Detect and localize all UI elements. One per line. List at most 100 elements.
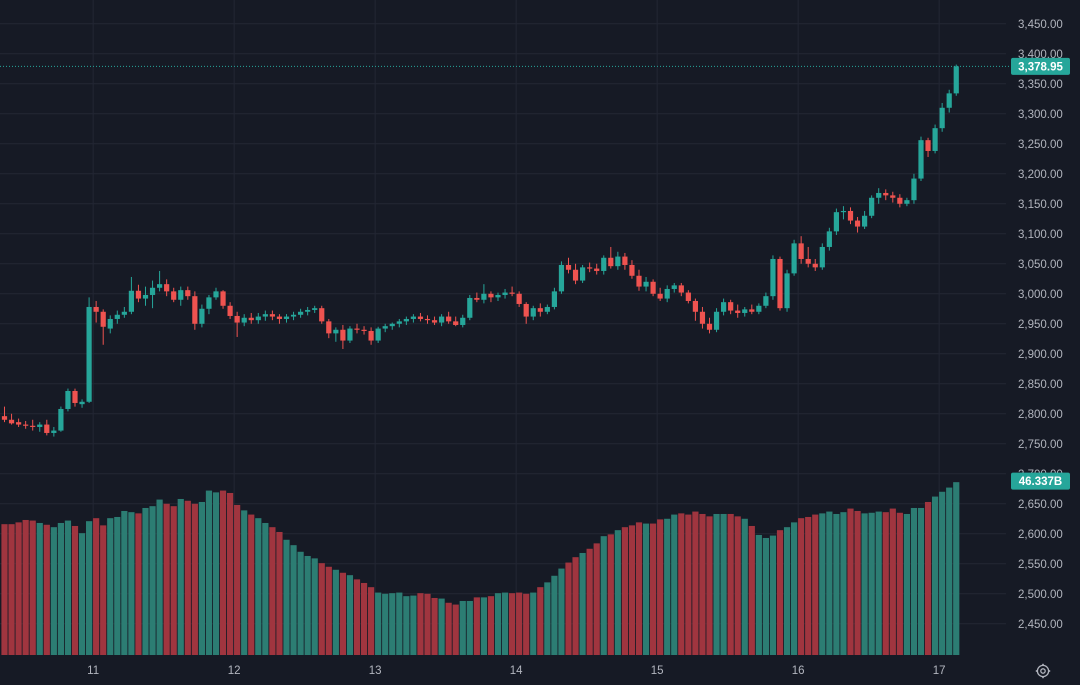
candle-body — [255, 316, 261, 321]
volume-bar — [184, 500, 191, 655]
candle — [206, 294, 212, 315]
candle-body — [904, 200, 910, 204]
volume-bar — [424, 593, 431, 655]
candle-body — [657, 293, 663, 299]
candle-body — [671, 285, 677, 289]
volume-histogram — [1, 482, 960, 655]
volume-bar — [544, 582, 551, 655]
candle-body — [16, 422, 22, 425]
candle-body — [312, 308, 318, 310]
volume-bar — [64, 520, 72, 655]
candle-body — [819, 246, 825, 268]
candle — [396, 318, 402, 328]
candle-body — [319, 308, 325, 322]
last-price-badge-text: 3,378.95 — [1018, 61, 1063, 73]
candle — [699, 306, 706, 329]
candle — [474, 292, 480, 303]
candle-body — [883, 192, 889, 196]
candle — [30, 419, 36, 431]
time-tick-label: 15 — [651, 665, 664, 677]
candle — [305, 306, 311, 316]
volume-bar — [480, 597, 487, 655]
chart-settings-button[interactable] — [1032, 660, 1054, 682]
candle — [770, 255, 776, 300]
price-axis[interactable]: 2,450.00 2,500.00 2,550.00 2,600.00 2,650.00… — [1018, 19, 1063, 631]
candle — [227, 302, 233, 319]
volume-bar — [368, 587, 375, 655]
candle — [897, 194, 903, 208]
candle-body — [107, 318, 113, 329]
time-tick-label: 17 — [933, 665, 946, 677]
volume-bar — [283, 539, 290, 655]
volume-bar — [572, 557, 579, 655]
candle — [171, 287, 177, 303]
candle — [446, 311, 452, 324]
candle-body — [488, 293, 494, 298]
volume-bar — [135, 513, 142, 655]
volume-bar — [713, 513, 720, 655]
volume-bar — [410, 595, 417, 655]
candle — [199, 304, 205, 328]
candle — [650, 279, 656, 297]
volume-bar — [607, 534, 614, 655]
candle — [516, 291, 522, 307]
candle — [777, 256, 783, 311]
volume-bar — [346, 575, 354, 655]
volume-bar — [840, 512, 847, 655]
candle-body — [417, 316, 424, 319]
candle-body — [446, 316, 452, 322]
candle-body — [283, 316, 290, 319]
candle-body — [854, 220, 861, 227]
candle-body — [685, 292, 691, 301]
candle-body — [869, 197, 875, 216]
volume-bar — [903, 513, 910, 655]
last-volume-badge-text: 46.337B — [1019, 476, 1062, 488]
volume-bar — [389, 593, 396, 655]
candle — [417, 312, 424, 322]
volume-bar — [297, 551, 304, 655]
candle — [544, 304, 550, 315]
candle-body — [495, 294, 501, 298]
candle — [805, 246, 811, 268]
time-tick-label: 13 — [369, 665, 382, 677]
candle-body — [164, 284, 170, 292]
candle — [495, 292, 501, 301]
candle — [840, 206, 847, 220]
candle-body — [840, 210, 847, 213]
volume-bar — [671, 514, 678, 655]
candle-body — [149, 287, 156, 295]
volume-bar — [932, 496, 939, 655]
candle-body — [157, 284, 163, 288]
candle — [86, 297, 92, 403]
candle-body — [805, 258, 811, 264]
candle-body — [565, 264, 572, 270]
volume-bar — [523, 593, 530, 655]
volume-bar — [212, 492, 220, 655]
candle-body — [876, 192, 882, 198]
candle — [678, 282, 684, 297]
candle-body — [424, 318, 431, 321]
volume-bar — [635, 522, 643, 655]
candle — [453, 316, 459, 327]
candle-body — [86, 306, 92, 402]
volume-bar — [304, 555, 311, 655]
candle-body — [558, 264, 565, 292]
volume-bar — [826, 511, 833, 655]
candle-body — [537, 308, 543, 312]
price-tick-label: 2,950.00 — [1018, 319, 1063, 331]
time-axis[interactable]: 11 12 13 14 15 16 17 — [87, 665, 945, 677]
candle — [178, 286, 184, 306]
candle-body — [594, 268, 600, 271]
price-tick-label: 3,000.00 — [1018, 289, 1063, 301]
time-tick-label: 14 — [510, 665, 523, 677]
volume-bar — [15, 522, 22, 655]
candle — [812, 258, 818, 271]
price-tick-label: 3,100.00 — [1018, 229, 1063, 241]
candle — [629, 260, 635, 279]
candle — [530, 305, 536, 321]
candle-body — [8, 419, 15, 424]
candle-body — [608, 257, 614, 267]
price-tick-label: 2,450.00 — [1018, 619, 1063, 631]
